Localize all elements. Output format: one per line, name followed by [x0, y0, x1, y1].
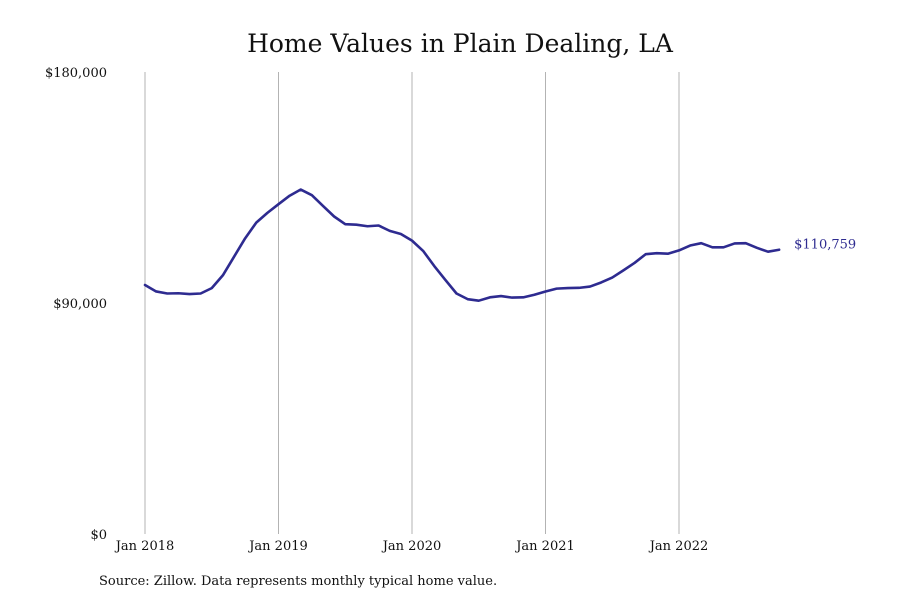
y-tick-label: $180,000	[45, 66, 107, 81]
x-tick-label: Jan 2020	[381, 539, 442, 554]
x-tick-label: Jan 2022	[648, 539, 709, 554]
y-tick-label: $90,000	[53, 297, 107, 312]
chart-title: Home Values in Plain Dealing, LA	[247, 29, 674, 58]
series-line	[143, 188, 781, 302]
x-tick-label: Jan 2021	[514, 539, 575, 554]
x-tick-label: Jan 2019	[247, 539, 308, 554]
source-note: Source: Zillow. Data represents monthly …	[99, 574, 497, 589]
series-layer	[143, 188, 781, 302]
x-axis-ticks: Jan 2018 Jan 2019 Jan 2020 Jan 2021 Jan 2022	[114, 539, 709, 554]
y-tick-label: $0	[90, 528, 107, 543]
x-tick-label: Jan 2018	[114, 539, 175, 554]
y-axis-ticks: $0 $90,000 $180,000	[45, 66, 107, 543]
last-value-label: $110,759	[794, 238, 856, 253]
gridlines	[144, 72, 680, 534]
